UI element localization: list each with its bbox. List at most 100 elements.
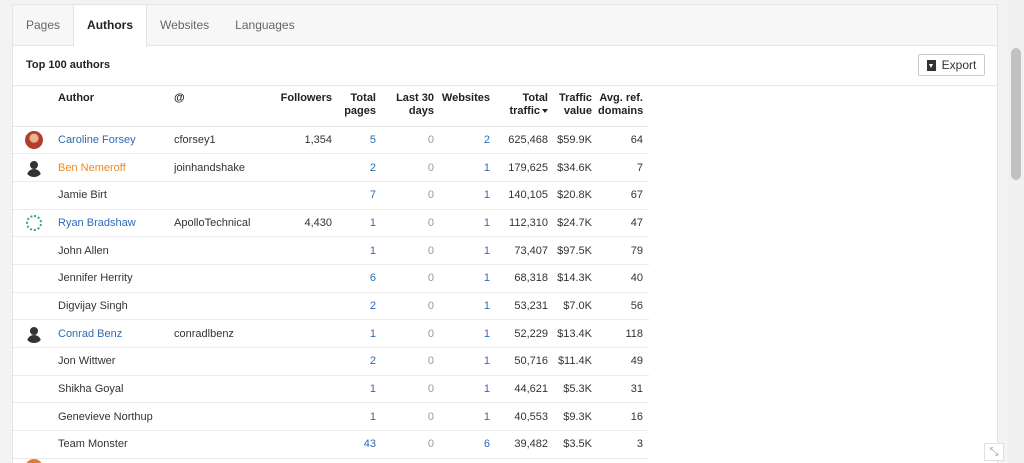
traffic-value: $11.4K xyxy=(554,347,598,376)
total-traffic-value: 39,482 xyxy=(496,430,554,459)
total-pages-link[interactable]: 1 xyxy=(338,209,382,238)
total-pages-link[interactable]: 2 xyxy=(338,292,382,321)
avg-ref-domains-value: 3 xyxy=(598,430,649,459)
export-button[interactable]: Export xyxy=(918,54,985,76)
collapse-icon[interactable]: ⤡ xyxy=(984,443,1004,461)
col-traffic-value[interactable]: Traffic value xyxy=(554,86,598,127)
author-name[interactable]: Ryan Bradshaw xyxy=(58,209,174,238)
total-pages-link[interactable]: 7 xyxy=(338,181,382,210)
total-pages-link[interactable]: 2 xyxy=(338,153,382,182)
followers-value xyxy=(272,292,338,321)
websites-link[interactable]: 1 xyxy=(440,319,496,348)
last-30-days-value: 0 xyxy=(382,126,440,155)
author-name[interactable]: Conrad Benz xyxy=(58,319,174,348)
scrollbar[interactable] xyxy=(1008,0,1024,463)
websites-link[interactable]: 1 xyxy=(440,236,496,265)
table-row: John Allen 1 0 1 73,407 $97.5K 79 xyxy=(13,236,649,265)
table-row: Genevieve Northup 1 0 1 40,553 $9.3K 16 xyxy=(13,402,649,432)
tab-authors[interactable]: Authors xyxy=(73,5,148,47)
followers-value xyxy=(272,181,338,210)
avg-ref-domains-value: 67 xyxy=(598,181,649,210)
avatar xyxy=(25,324,43,343)
col-last-30-days[interactable]: Last 30 days xyxy=(382,86,440,127)
total-traffic-value: 73,407 xyxy=(496,236,554,265)
websites-link[interactable]: 1 xyxy=(440,153,496,182)
total-pages-link[interactable]: 5 xyxy=(338,126,382,155)
total-pages-link[interactable]: 2 xyxy=(338,347,382,376)
traffic-value: $13.4K xyxy=(554,319,598,348)
col-total-traffic[interactable]: Total traffic xyxy=(496,86,554,127)
tab-websites[interactable]: Websites xyxy=(160,18,210,32)
websites-link[interactable]: 1 xyxy=(440,375,496,404)
total-pages-link[interactable]: 43 xyxy=(338,430,382,459)
websites-link[interactable]: 6 xyxy=(440,430,496,459)
table-row: Caroline Forsey cforsey1 1,354 5 0 2 625,468 $5… xyxy=(13,126,649,155)
last-30-days-value: 0 xyxy=(382,292,440,321)
col-websites[interactable]: Websites xyxy=(440,86,496,127)
authors-panel: Pages Authors Websites Languages Top 100… xyxy=(12,4,998,463)
tab-languages[interactable]: Languages xyxy=(235,18,295,32)
total-traffic-value: 112,310 xyxy=(496,209,554,238)
total-pages-link[interactable]: 1 xyxy=(338,375,382,404)
traffic-value: $3.5K xyxy=(554,430,598,459)
traffic-value: $34.6K xyxy=(554,153,598,182)
avatar-cell xyxy=(13,347,58,376)
avatar-cell xyxy=(13,292,58,321)
avg-ref-domains-value: 47 xyxy=(598,209,649,238)
total-traffic-value: 179,625 xyxy=(496,153,554,182)
traffic-value: $5.3K xyxy=(554,375,598,404)
websites-link[interactable]: 1 xyxy=(440,347,496,376)
author-name[interactable]: Caroline Forsey xyxy=(58,126,174,155)
col-followers[interactable]: Followers xyxy=(272,86,338,127)
followers-value xyxy=(272,430,338,459)
table-row: Shikha Goyal 1 0 1 44,621 $5.3K 31 xyxy=(13,375,649,404)
author-handle xyxy=(174,402,272,432)
websites-link[interactable]: 2 xyxy=(440,126,496,155)
author-handle xyxy=(174,375,272,404)
section-title: Top 100 authors xyxy=(26,59,111,71)
avatar xyxy=(25,130,43,149)
avatar xyxy=(25,158,43,177)
avg-ref-domains-value: 16 xyxy=(598,402,649,432)
avg-ref-domains-value: 64 xyxy=(598,126,649,155)
total-pages-link[interactable]: 1 xyxy=(338,402,382,432)
avatar-cell xyxy=(13,126,58,155)
col-total-pages[interactable]: Total pages xyxy=(338,86,382,127)
scrollbar-thumb[interactable] xyxy=(1011,48,1021,180)
avatar xyxy=(26,214,42,231)
last-30-days-value: 0 xyxy=(382,347,440,376)
table-row: Jamie Birt 7 0 1 140,105 $20.8K 67 xyxy=(13,181,649,210)
avg-ref-domains-value: 79 xyxy=(598,236,649,265)
author-name[interactable]: Ben Nemeroff xyxy=(58,153,174,182)
websites-link[interactable]: 1 xyxy=(440,402,496,432)
total-pages-link[interactable]: 6 xyxy=(338,264,382,293)
col-avg-ref-domains[interactable]: Avg. ref. domains xyxy=(598,86,649,127)
author-handle: conradlbenz xyxy=(174,319,272,348)
author-name: Digvijay Singh xyxy=(58,292,174,321)
avatar-cell xyxy=(13,236,58,265)
avatar-header xyxy=(13,86,58,127)
avatar-cell xyxy=(13,319,58,348)
table-row: Conrad Benz conradlbenz 1 0 1 52,229 $13.4K 118 xyxy=(13,319,649,348)
avatar-cell xyxy=(13,402,58,432)
websites-link[interactable]: 1 xyxy=(440,292,496,321)
tab-pages[interactable]: Pages xyxy=(26,18,61,32)
total-pages-link[interactable]: 1 xyxy=(338,319,382,348)
websites-link[interactable]: 1 xyxy=(440,264,496,293)
author-name: Team Monster xyxy=(58,430,174,459)
avatar-cell xyxy=(13,153,58,182)
followers-value xyxy=(272,402,338,432)
last-30-days-value: 0 xyxy=(382,264,440,293)
total-traffic-value: 53,231 xyxy=(496,292,554,321)
avatar-cell xyxy=(13,430,58,459)
total-pages-link[interactable]: 1 xyxy=(338,236,382,265)
websites-link[interactable]: 1 xyxy=(440,209,496,238)
followers-value: 4,430 xyxy=(272,209,338,238)
author-handle xyxy=(174,181,272,210)
traffic-value: $14.3K xyxy=(554,264,598,293)
col-handle[interactable]: @ xyxy=(174,86,272,127)
avatar-cell xyxy=(13,264,58,293)
last-30-days-value: 0 xyxy=(382,153,440,182)
col-author[interactable]: Author xyxy=(58,86,174,127)
websites-link[interactable]: 1 xyxy=(440,181,496,210)
